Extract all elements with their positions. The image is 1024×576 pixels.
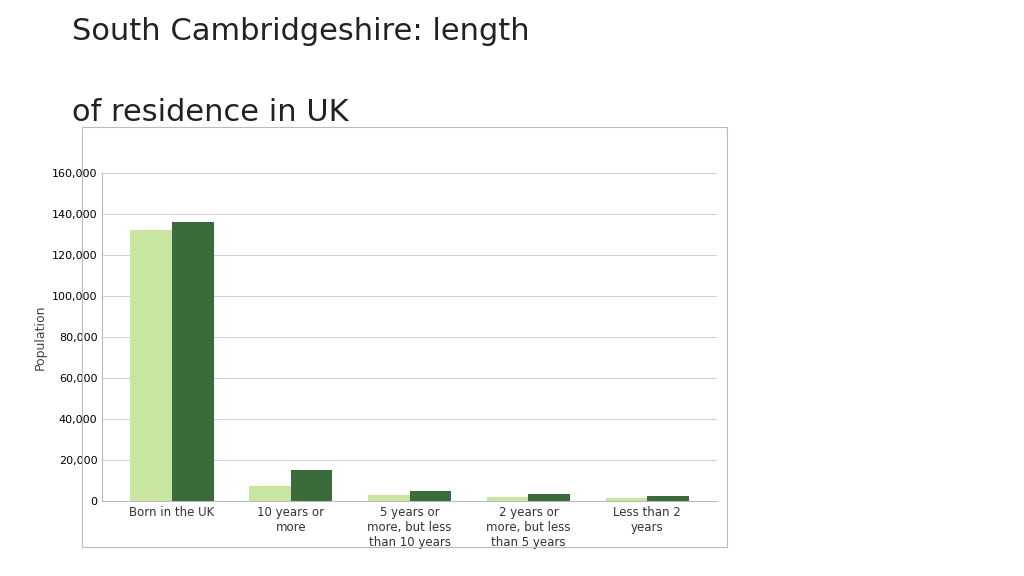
Bar <box>368 495 410 501</box>
Bar <box>130 230 172 501</box>
Bar <box>486 497 528 501</box>
Bar <box>172 222 214 501</box>
Bar <box>291 471 333 501</box>
Bar <box>528 494 570 501</box>
Bar <box>249 486 291 501</box>
Text: of residence in UK: of residence in UK <box>72 98 348 127</box>
Text: South Cambridgeshire: length: South Cambridgeshire: length <box>72 17 529 46</box>
Y-axis label: Population: Population <box>34 304 46 370</box>
Bar <box>410 491 452 501</box>
Bar <box>647 496 689 501</box>
Bar <box>605 498 647 501</box>
